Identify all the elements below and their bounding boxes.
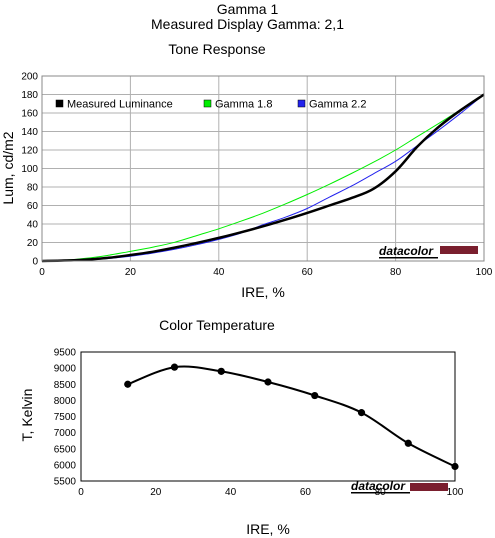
x-tick-label: 20 — [125, 267, 137, 278]
legend-label: Gamma 2.2 — [309, 99, 366, 111]
y-tick-label: 20 — [27, 238, 39, 249]
legend-swatch — [203, 99, 212, 108]
y-tick-label: 200 — [21, 72, 38, 83]
logo-underline — [351, 492, 410, 494]
legend-label: Gamma 1.8 — [215, 99, 272, 111]
plot-area — [41, 75, 485, 262]
series-line-measured-luminance — [41, 93, 485, 263]
logo-bar — [440, 246, 478, 254]
x-tick-label: 40 — [225, 487, 237, 498]
y-tick-label: 160 — [21, 109, 38, 120]
y-tick-label: 80 — [27, 183, 39, 194]
y-tick-label: 9000 — [54, 364, 77, 375]
x-tick-label: 80 — [390, 267, 402, 278]
data-point — [170, 363, 179, 371]
y-tick-label: 60 — [27, 201, 39, 212]
data-point — [451, 462, 459, 471]
y-tick-label: 140 — [21, 127, 38, 138]
y-tick-label: 8000 — [54, 396, 77, 407]
y-tick-label: 7000 — [54, 428, 77, 439]
y-tick-label: 100 — [21, 164, 38, 175]
color-temperature-chart: Color Temperature 0 20 40 60 80 1005500600065… — [19, 317, 464, 537]
x-tick-label: 60 — [300, 487, 312, 498]
y-tick-label: 6000 — [54, 460, 77, 471]
chart-legend: Measured Luminance Gamma 1.8 Gamma 2.2 — [55, 99, 366, 111]
logo-text: datacolor — [379, 244, 434, 258]
data-point — [264, 378, 272, 386]
legend-swatch — [297, 99, 306, 108]
data-point — [217, 367, 225, 375]
chart-title: Color Temperature — [159, 317, 275, 333]
y-tick-label: 5500 — [54, 477, 77, 488]
axis-ticks: 0 20 40 60 80 1005500600065007000750080008500… — [54, 348, 464, 499]
datacolor-logo: datacolor — [379, 244, 478, 259]
data-point — [404, 439, 412, 447]
logo-underline — [379, 257, 438, 259]
x-tick-label: 0 — [39, 267, 45, 278]
series-line-gamma-2-2 — [41, 94, 485, 262]
page-title: Gamma 1 — [216, 1, 279, 17]
y-tick-label: 7500 — [54, 412, 77, 423]
data-point — [357, 409, 366, 417]
y-tick-label: 40 — [27, 220, 39, 231]
page-subtitle: Measured Display Gamma: 2,1 — [151, 16, 344, 32]
logo-bar — [410, 483, 448, 491]
x-tick-label: 0 — [78, 487, 84, 498]
series-layer — [124, 363, 459, 471]
y-tick-label: 9500 — [54, 348, 77, 359]
y-tick-label: 180 — [21, 90, 38, 101]
y-axis-label: Lum, cd/m2 — [0, 131, 16, 204]
data-point — [124, 380, 132, 388]
plot-area — [80, 351, 456, 482]
y-tick-label: 120 — [21, 146, 38, 157]
chart-title: Tone Response — [168, 41, 266, 57]
datacolor-logo: datacolor — [351, 479, 448, 494]
x-tick-label: 20 — [150, 487, 162, 498]
tone-response-chart: Tone Response 0 20 40 60 80 100 0 20 40 60 80 100 12… — [0, 41, 493, 300]
temperature-line — [127, 365, 456, 468]
y-tick-label: 8500 — [54, 380, 77, 391]
x-axis-label: IRE, % — [246, 521, 290, 537]
series-line-gamma-1-8 — [41, 94, 485, 262]
legend-label: Measured Luminance — [67, 99, 173, 111]
y-tick-label: 6500 — [54, 444, 77, 455]
chart-grid — [42, 76, 484, 261]
x-tick-label: 40 — [213, 267, 225, 278]
x-tick-label: 60 — [302, 267, 314, 278]
legend-swatch — [55, 99, 64, 108]
x-tick-label: 100 — [476, 267, 493, 278]
x-tick-label: 100 — [447, 487, 464, 498]
series-layer — [41, 93, 485, 263]
axis-ticks: 0 20 40 60 80 100 0 20 40 60 80 100 120 140 160 180 200 — [21, 72, 492, 279]
data-point — [311, 391, 319, 400]
x-axis-label: IRE, % — [241, 284, 285, 300]
y-axis-label: T, Kelvin — [19, 389, 35, 442]
y-tick-label: 0 — [32, 257, 38, 268]
logo-text: datacolor — [351, 479, 406, 493]
